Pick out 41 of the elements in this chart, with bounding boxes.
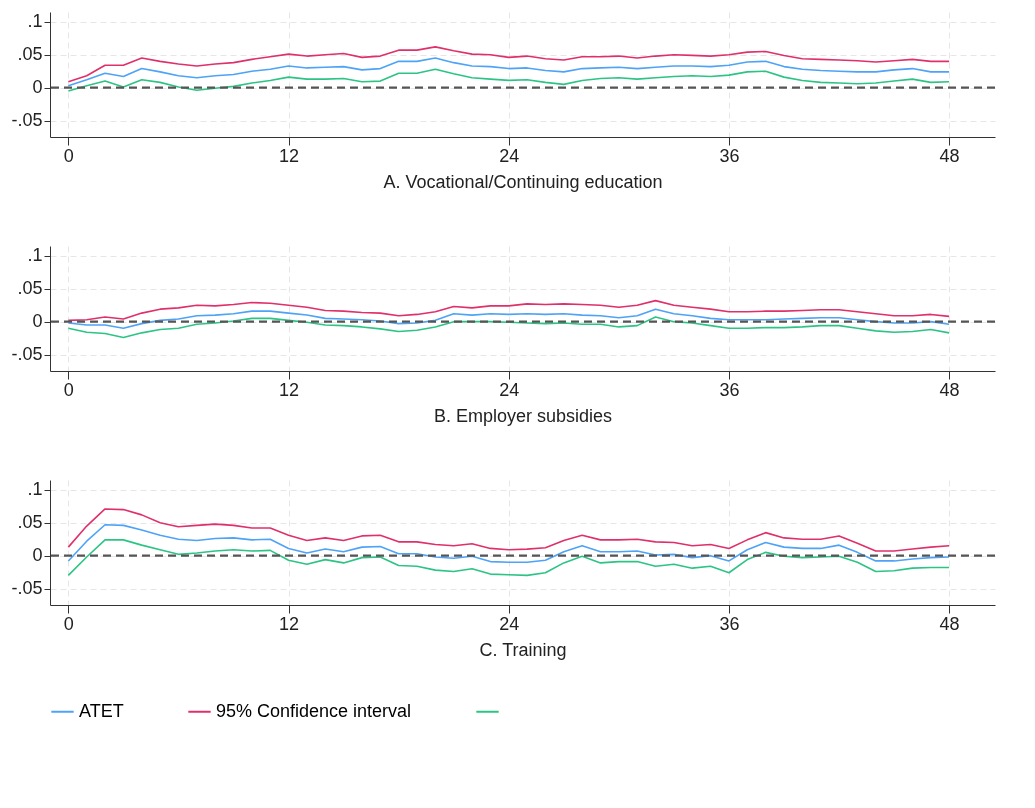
x-axis-title: C. Training [479, 639, 567, 660]
x-tick-label: 48 [939, 145, 960, 166]
line-series [67, 68, 950, 92]
y-tick-label: .1 [27, 245, 43, 266]
x-tick-label: 48 [939, 379, 960, 400]
line-series [67, 539, 950, 577]
x-tick-label: 48 [939, 613, 960, 634]
y-tick-label: 0 [32, 311, 43, 332]
x-tick-label: 12 [279, 613, 300, 634]
line-series [67, 46, 950, 83]
y-tick-label: .05 [17, 44, 43, 65]
x-axis-title: A. Vocational/Continuing education [383, 171, 663, 192]
y-tick-label: .1 [27, 11, 43, 32]
x-tick-label: 0 [63, 145, 74, 166]
x-tick-label: 0 [63, 379, 74, 400]
line-series [67, 316, 950, 339]
x-tick-label: 0 [63, 613, 74, 634]
y-tick-label: -.05 [11, 344, 43, 365]
x-tick-label: 24 [499, 613, 520, 634]
legend-label: 95% Confidence interval [216, 700, 412, 721]
line-series [67, 508, 950, 552]
line-series [67, 57, 950, 87]
line-series [67, 299, 950, 322]
y-tick-label: -.05 [11, 578, 43, 599]
x-tick-label: 24 [499, 145, 520, 166]
y-tick-label: 0 [32, 545, 43, 566]
x-tick-label: 12 [279, 145, 300, 166]
y-tick-label: 0 [32, 77, 43, 98]
y-tick-label: .1 [27, 479, 43, 500]
y-tick-label: -.05 [11, 110, 43, 131]
x-axis-title: B. Employer subsidies [433, 405, 613, 426]
x-tick-label: 36 [719, 613, 740, 634]
line-series [67, 523, 950, 564]
x-tick-label: 24 [499, 379, 520, 400]
x-tick-label: 36 [719, 379, 740, 400]
legend-label: ATET [79, 700, 124, 721]
line-series [67, 308, 950, 330]
x-tick-label: 36 [719, 145, 740, 166]
y-tick-label: .05 [17, 512, 43, 533]
x-tick-label: 12 [279, 379, 300, 400]
y-tick-label: .05 [17, 278, 43, 299]
